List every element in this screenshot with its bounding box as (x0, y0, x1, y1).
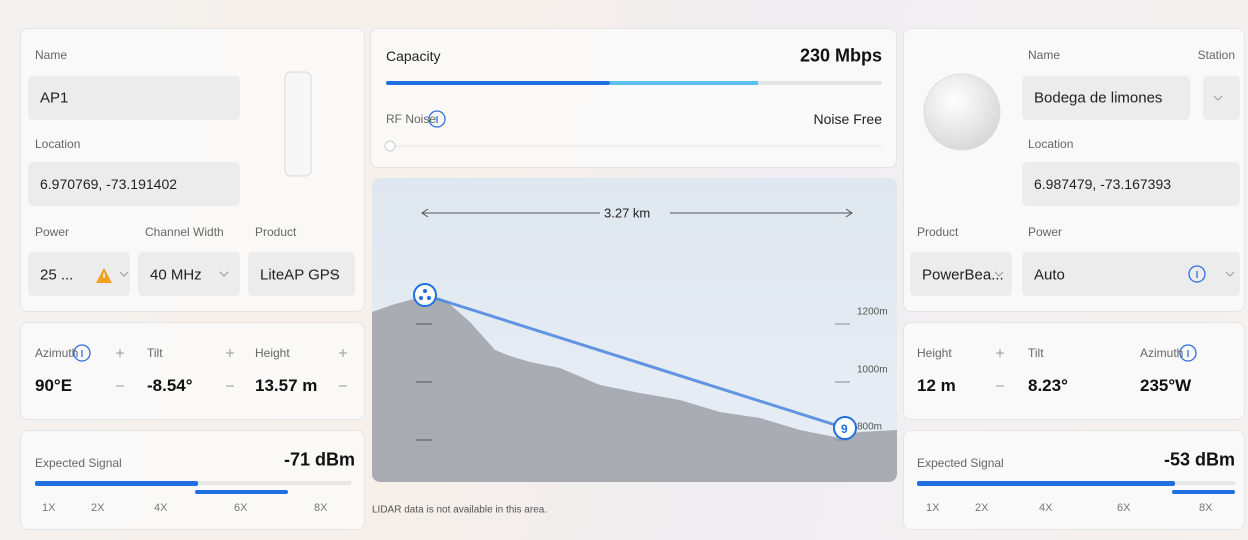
scale-label: 1X (926, 502, 939, 514)
label: Tilt (1028, 346, 1044, 360)
value: AP1 (40, 90, 68, 107)
elevation-label: 1200m (857, 307, 888, 318)
label: Height (255, 346, 290, 360)
capacity-value: 230 Mbps (800, 46, 882, 67)
lidar-note: LIDAR data is not available in this area… (372, 505, 547, 516)
value: PowerBea... (922, 267, 1004, 284)
scale-label: 4X (1039, 502, 1052, 514)
signal-value: -71 dBm (284, 450, 355, 471)
label: Height (917, 346, 952, 360)
remote-marker: 9 (841, 422, 848, 436)
label: RF Noise (386, 112, 436, 126)
value: Bodega de limones (1034, 90, 1162, 107)
scale-label: 6X (1117, 502, 1130, 514)
label: Name (1028, 48, 1060, 62)
value: 6.970769, -73.191402 (40, 176, 177, 192)
label: Station (1198, 48, 1235, 62)
value: Noise Free (814, 111, 882, 127)
remote-signal-card (903, 430, 1245, 530)
value: Auto (1034, 267, 1065, 284)
elevation-profile (372, 178, 897, 482)
scale-label: 1X (42, 502, 55, 514)
scale-label: 8X (314, 502, 327, 514)
label: Location (35, 137, 80, 151)
label: Product (917, 225, 958, 239)
label: Product (255, 225, 296, 239)
label: Expected Signal (917, 456, 1004, 470)
device-dropdown[interactable] (1203, 76, 1240, 120)
label: Expected Signal (35, 456, 122, 470)
value: 235°W (1140, 376, 1191, 396)
local-signal-card (20, 430, 365, 530)
label: Channel Width (145, 225, 224, 239)
value: 90°E (35, 376, 72, 396)
label: Power (35, 225, 69, 239)
scale-label: 8X (1199, 502, 1212, 514)
value: 40 MHz (150, 267, 202, 284)
value: 25 ... (40, 267, 73, 284)
value: 6.987479, -73.167393 (1034, 176, 1171, 192)
label: Azimuth (35, 346, 78, 360)
distance: 3.27 km (604, 206, 650, 221)
label: Capacity (386, 48, 440, 64)
scale-label: 6X (234, 502, 247, 514)
scale-label: 2X (91, 502, 104, 514)
label: Location (1028, 137, 1073, 151)
elevation-label: 800m (857, 422, 882, 433)
local-alignment-card (20, 322, 365, 420)
label: Name (35, 48, 67, 62)
value: 8.23° (1028, 376, 1068, 396)
scale-label: 4X (154, 502, 167, 514)
value: -8.54° (147, 376, 193, 396)
link-planner: Name AP1 Location 6.970769, -73.191402 P… (0, 0, 1248, 540)
value: 12 m (917, 376, 956, 396)
label: Azimuth (1140, 346, 1183, 360)
remote-alignment-card (903, 322, 1245, 420)
value: LiteAP GPS (260, 267, 340, 284)
label: Tilt (147, 346, 163, 360)
scale-label: 2X (975, 502, 988, 514)
label: Power (1028, 225, 1062, 239)
signal-value: -53 dBm (1164, 450, 1235, 471)
elevation-label: 1000m (857, 365, 888, 376)
value: 13.57 m (255, 376, 317, 396)
